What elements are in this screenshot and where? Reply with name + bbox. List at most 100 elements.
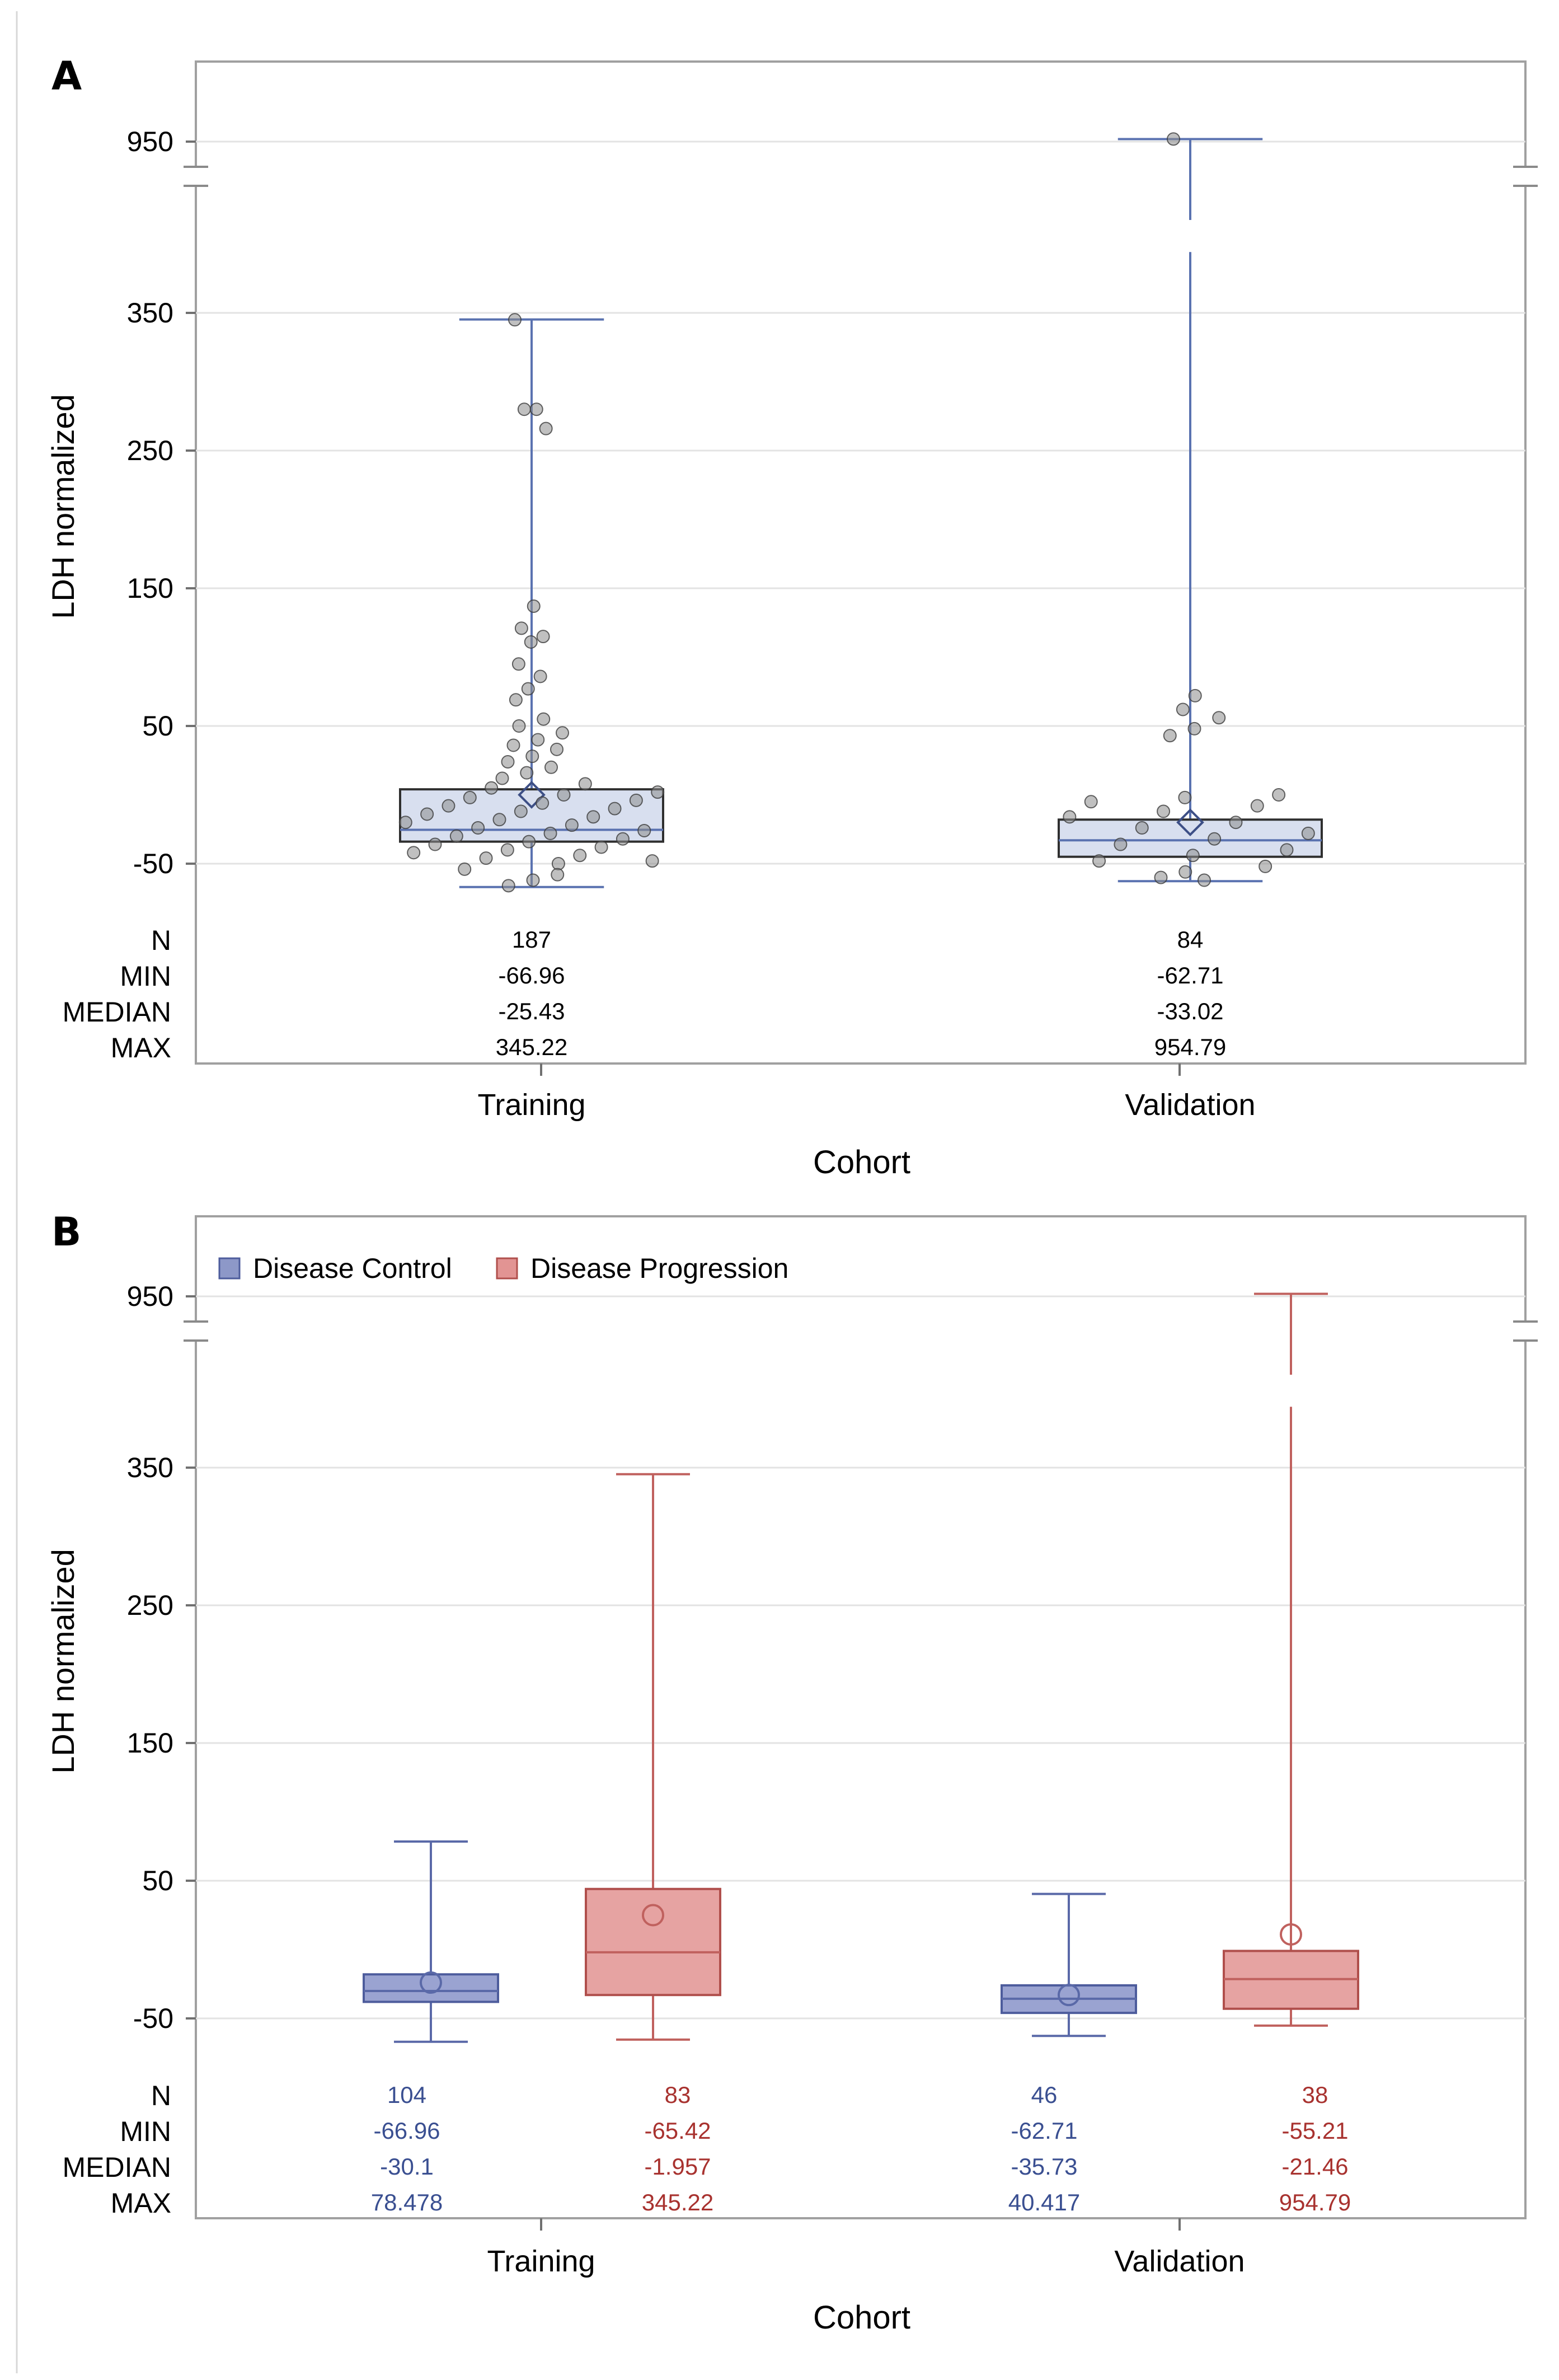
data-point <box>645 854 659 868</box>
panel-b-x-axis-title: Cohort <box>813 2299 910 2336</box>
data-point <box>521 682 535 696</box>
data-point <box>1259 859 1272 873</box>
axis-break-gap <box>1513 1322 1538 1341</box>
data-point <box>1154 870 1168 884</box>
panel-b: B -50 50 150 250 350 950 LDH normalized … <box>45 1209 1538 2336</box>
data-point <box>629 793 643 807</box>
data-point <box>1157 804 1171 818</box>
data-point <box>471 821 485 835</box>
axis-break-gap <box>1513 167 1538 186</box>
stat-value: -66.96 <box>373 2117 440 2144</box>
stat-value: 345.22 <box>642 2189 713 2215</box>
stat-label-max: MAX <box>111 1032 171 1063</box>
panel-b-axis-break <box>184 1320 1538 1342</box>
stat-value: 78.478 <box>371 2189 443 2215</box>
data-point <box>524 635 538 649</box>
data-point <box>573 849 587 863</box>
data-point <box>557 788 571 802</box>
data-point <box>551 857 565 870</box>
panel-a-points <box>398 132 1315 893</box>
data-point <box>449 829 463 843</box>
panel-a: A -50 50 150 250 350 950 LDH normalized … <box>45 53 1538 1180</box>
stat-value: -66.96 <box>498 962 565 988</box>
x-tick-label-validation: Validation <box>1125 1088 1255 1122</box>
data-point <box>1186 849 1200 863</box>
data-point <box>501 879 515 893</box>
data-point <box>551 868 565 882</box>
panel-a-stats-training: 187 -66.96 -25.43 345.22 <box>496 926 567 1060</box>
panel-a-training-mean-marker <box>518 781 546 809</box>
stat-value: -30.1 <box>380 2153 434 2180</box>
data-point <box>428 837 442 851</box>
data-point <box>1084 795 1098 809</box>
panel-b-plot-frame <box>195 1215 1527 2219</box>
data-point <box>1250 799 1264 813</box>
x-tick-label-validation: Validation <box>1114 2245 1245 2278</box>
y-tick-label: 50 <box>142 710 173 742</box>
axis-break-gap <box>184 1322 208 1341</box>
data-point <box>1092 854 1106 868</box>
stat-value: -62.71 <box>1157 962 1223 988</box>
stat-value: 84 <box>1177 926 1204 953</box>
data-point <box>544 760 558 774</box>
panel-b-stats-control-validation: 46 -62.71 -35.73 40.417 <box>1008 2082 1080 2215</box>
panel-a-label: A <box>51 53 82 99</box>
data-point <box>522 835 536 849</box>
data-point <box>514 621 528 635</box>
data-point <box>1212 711 1226 725</box>
panel-b-stats-progression-validation: 38 -55.21 -21.46 954.79 <box>1279 2082 1351 2215</box>
data-point <box>550 742 564 756</box>
data-point <box>458 862 472 876</box>
data-point <box>525 749 539 763</box>
panel-b-stat-row-labels: N MIN MEDIAN MAX <box>63 2080 171 2219</box>
stat-value: -65.42 <box>644 2117 711 2144</box>
stat-label-median: MEDIAN <box>63 2152 171 2183</box>
data-point <box>527 599 541 613</box>
data-point <box>463 790 477 804</box>
panel-a-axis-break <box>184 166 1538 187</box>
stat-value: 954.79 <box>1279 2189 1351 2215</box>
stat-label-median: MEDIAN <box>63 996 171 1028</box>
panel-b-disease-progression-training-box <box>585 1887 721 1997</box>
panel-b-disease-progression-training-mean-marker <box>642 1904 664 1927</box>
data-point <box>651 785 665 799</box>
data-point <box>586 810 600 824</box>
data-point <box>1176 702 1190 716</box>
x-tick-label-training: Training <box>477 1088 585 1122</box>
stat-value: -21.46 <box>1281 2153 1348 2180</box>
legend-label-disease-control: Disease Control <box>253 1253 452 1284</box>
panel-b-label: B <box>51 1209 81 1255</box>
y-tick-label: -50 <box>133 2003 173 2034</box>
data-point <box>506 738 520 752</box>
legend-label-disease-progression: Disease Progression <box>530 1253 788 1284</box>
data-point <box>565 818 579 832</box>
stat-value: 187 <box>512 926 551 953</box>
panel-b-gridlines <box>186 1295 1525 2020</box>
y-tick-label: 350 <box>127 297 173 329</box>
data-point <box>608 802 622 816</box>
stat-value: -62.71 <box>1011 2117 1077 2144</box>
stat-value: 46 <box>1031 2082 1058 2108</box>
y-tick-label: 250 <box>127 435 173 466</box>
y-tick-label: -50 <box>133 848 173 879</box>
panel-b-disease-control-training-mean-marker <box>420 1971 442 1994</box>
data-point <box>1208 832 1222 846</box>
data-point <box>543 826 557 840</box>
panel-b-legend: Disease Control Disease Progression <box>218 1253 788 1284</box>
data-point <box>556 726 569 740</box>
data-point <box>537 712 551 726</box>
data-point <box>509 693 523 707</box>
data-point <box>420 807 434 821</box>
data-point <box>511 657 525 671</box>
data-point <box>485 781 499 795</box>
y-tick-label: 350 <box>127 1452 173 1483</box>
stat-value: -55.21 <box>1281 2117 1348 2144</box>
data-point <box>578 777 592 791</box>
panel-a-training-box <box>399 788 664 843</box>
y-tick-label: 150 <box>127 1727 173 1759</box>
data-point <box>529 402 543 416</box>
data-point <box>1063 810 1077 824</box>
legend-swatch-disease-progression <box>496 1257 518 1280</box>
x-tick-label-training: Training <box>487 2245 595 2278</box>
data-point <box>514 804 528 818</box>
